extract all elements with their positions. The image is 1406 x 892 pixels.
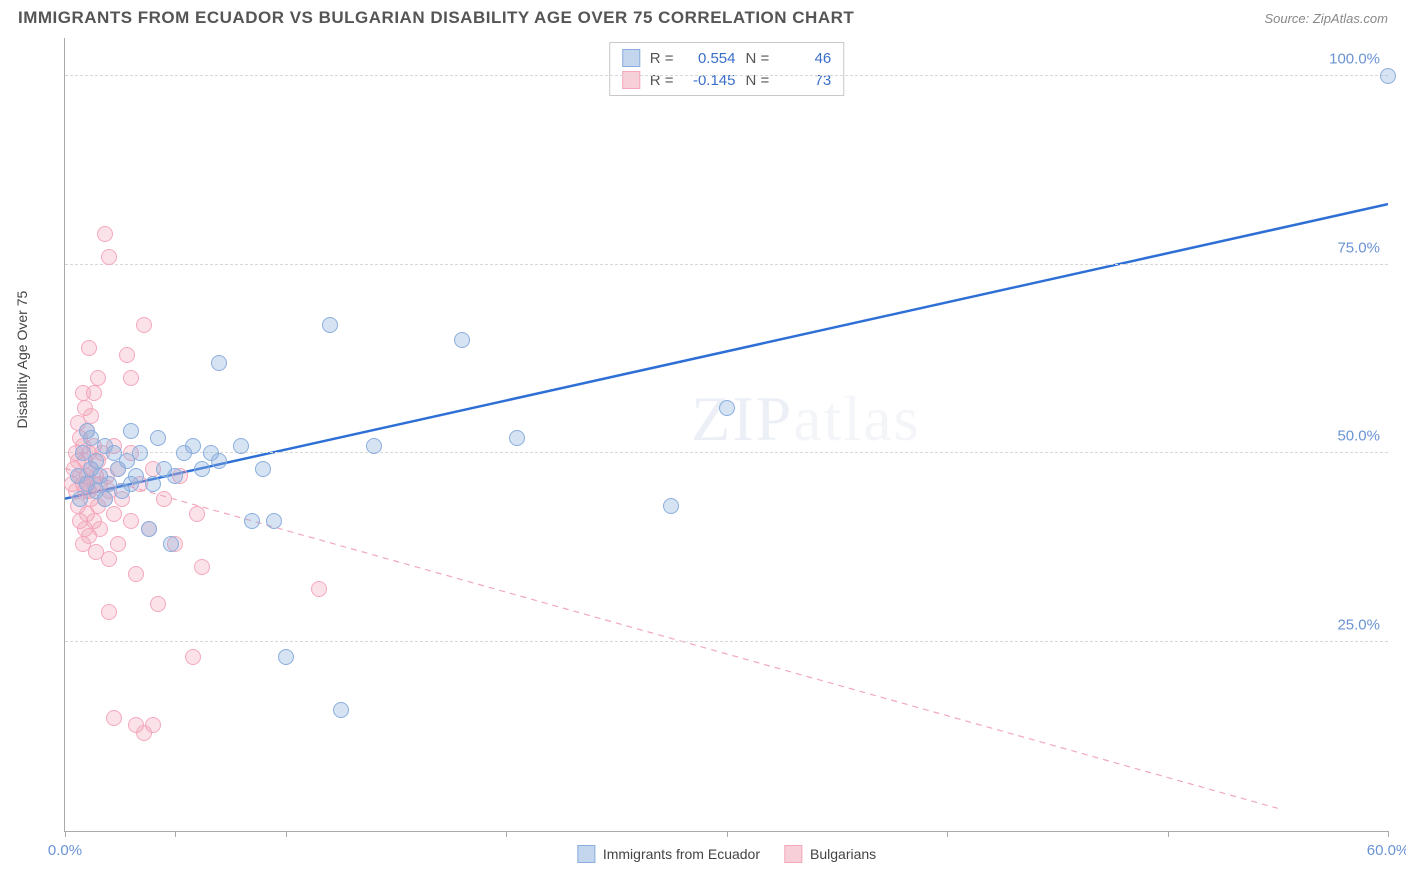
data-point: [150, 596, 166, 612]
legend-swatch: [784, 845, 802, 863]
data-point: [145, 717, 161, 733]
gridline: [65, 75, 1388, 76]
gridline: [65, 452, 1388, 453]
data-point: [156, 491, 172, 507]
data-point: [194, 461, 210, 477]
data-point: [509, 430, 525, 446]
data-point: [719, 400, 735, 416]
x-tick-label: 60.0%: [1367, 842, 1406, 859]
data-point: [123, 370, 139, 386]
data-point: [1380, 68, 1396, 84]
data-point: [244, 513, 260, 529]
x-tick-mark: [1388, 831, 1389, 837]
stats-row-pink: R = -0.145 N = 73: [622, 69, 832, 91]
data-point: [311, 581, 327, 597]
data-point: [101, 604, 117, 620]
data-point: [145, 476, 161, 492]
trend-lines: [65, 38, 1388, 831]
data-point: [86, 385, 102, 401]
data-point: [663, 498, 679, 514]
legend-item: Bulgarians: [784, 845, 876, 863]
data-point: [81, 340, 97, 356]
data-point: [106, 710, 122, 726]
x-tick-mark: [1168, 831, 1169, 837]
gridline: [65, 264, 1388, 265]
legend-swatch: [577, 845, 595, 863]
plot-area: ZIPatlas R = 0.554 N = 46 R = -0.145 N =…: [64, 38, 1388, 832]
y-tick-label: 25.0%: [1337, 617, 1380, 634]
data-point: [110, 536, 126, 552]
data-point: [101, 551, 117, 567]
y-tick-label: 100.0%: [1329, 50, 1380, 67]
x-tick-mark: [175, 831, 176, 837]
data-point: [189, 506, 205, 522]
data-point: [101, 249, 117, 265]
data-point: [333, 702, 349, 718]
data-point: [132, 445, 148, 461]
trend-line-blue: [65, 204, 1388, 499]
data-point: [185, 649, 201, 665]
x-tick-label: 0.0%: [48, 842, 82, 859]
stats-row-blue: R = 0.554 N = 46: [622, 47, 832, 69]
data-point: [88, 453, 104, 469]
data-point: [141, 521, 157, 537]
chart-title: IMMIGRANTS FROM ECUADOR VS BULGARIAN DIS…: [18, 8, 854, 28]
data-point: [211, 453, 227, 469]
data-point: [278, 649, 294, 665]
data-point: [185, 438, 201, 454]
data-point: [128, 566, 144, 582]
gridline: [65, 641, 1388, 642]
legend-label: Immigrants from Ecuador: [603, 846, 760, 862]
data-point: [167, 468, 183, 484]
y-tick-label: 50.0%: [1337, 428, 1380, 445]
data-point: [163, 536, 179, 552]
x-tick-mark: [947, 831, 948, 837]
data-point: [72, 491, 88, 507]
data-point: [90, 370, 106, 386]
legend-item: Immigrants from Ecuador: [577, 845, 760, 863]
x-tick-mark: [286, 831, 287, 837]
source-attribution: Source: ZipAtlas.com: [1264, 11, 1388, 26]
swatch-blue: [622, 49, 640, 67]
data-point: [266, 513, 282, 529]
data-point: [150, 430, 166, 446]
y-tick-label: 75.0%: [1337, 239, 1380, 256]
data-point: [211, 355, 227, 371]
data-point: [194, 559, 210, 575]
stats-legend: R = 0.554 N = 46 R = -0.145 N = 73: [609, 42, 845, 96]
data-point: [255, 461, 271, 477]
data-point: [322, 317, 338, 333]
data-point: [128, 468, 144, 484]
data-point: [97, 491, 113, 507]
x-tick-mark: [727, 831, 728, 837]
data-point: [97, 226, 113, 242]
swatch-pink: [622, 71, 640, 89]
y-axis-label: Disability Age Over 75: [14, 291, 30, 429]
data-point: [454, 332, 470, 348]
watermark: ZIPatlas: [691, 382, 920, 456]
legend-label: Bulgarians: [810, 846, 876, 862]
data-point: [83, 408, 99, 424]
data-point: [366, 438, 382, 454]
data-point: [106, 506, 122, 522]
x-tick-mark: [65, 831, 66, 837]
data-point: [123, 423, 139, 439]
chart-container: Disability Age Over 75 ZIPatlas R = 0.55…: [18, 38, 1388, 874]
data-point: [136, 317, 152, 333]
data-point: [119, 347, 135, 363]
data-point: [233, 438, 249, 454]
x-tick-mark: [506, 831, 507, 837]
data-point: [123, 513, 139, 529]
series-legend: Immigrants from Ecuador Bulgarians: [577, 845, 876, 863]
data-point: [92, 521, 108, 537]
